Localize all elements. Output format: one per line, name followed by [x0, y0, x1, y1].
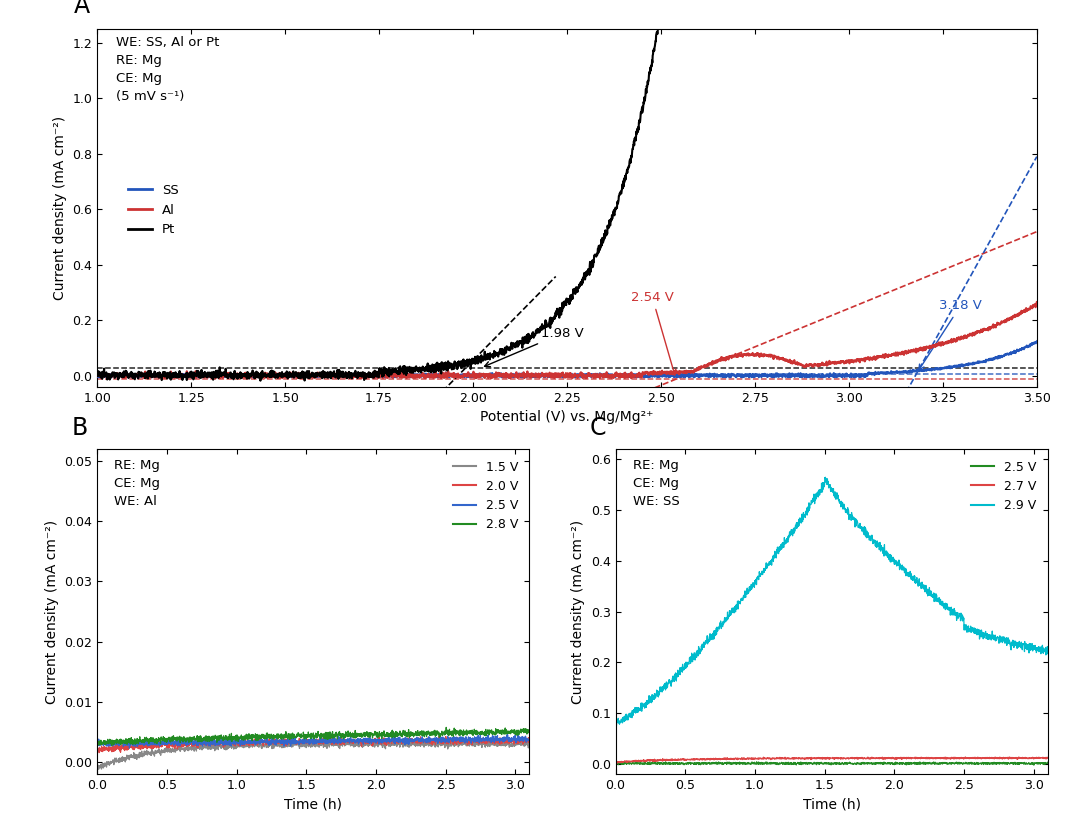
X-axis label: Potential (V) vs. Mg/Mg²⁺: Potential (V) vs. Mg/Mg²⁺: [481, 410, 653, 424]
Text: B: B: [71, 415, 87, 439]
Legend: 2.5 V, 2.7 V, 2.9 V: 2.5 V, 2.7 V, 2.9 V: [967, 456, 1041, 517]
Text: RE: Mg
CE: Mg
WE: Al: RE: Mg CE: Mg WE: Al: [114, 459, 161, 508]
Text: C: C: [590, 415, 606, 439]
X-axis label: Time (h): Time (h): [802, 797, 861, 811]
Legend: 1.5 V, 2.0 V, 2.5 V, 2.8 V: 1.5 V, 2.0 V, 2.5 V, 2.8 V: [448, 456, 523, 537]
Y-axis label: Current density (mA cm⁻²): Current density (mA cm⁻²): [571, 519, 585, 704]
X-axis label: Time (h): Time (h): [284, 797, 342, 811]
Text: 1.98 V: 1.98 V: [485, 327, 583, 367]
Text: 3.18 V: 3.18 V: [919, 300, 982, 370]
Text: 2.54 V: 2.54 V: [631, 291, 676, 375]
Legend: SS, Al, Pt: SS, Al, Pt: [123, 179, 185, 241]
Text: A: A: [73, 0, 90, 18]
Y-axis label: Current density (mA cm⁻²): Current density (mA cm⁻²): [53, 116, 67, 300]
Text: RE: Mg
CE: Mg
WE: SS: RE: Mg CE: Mg WE: SS: [633, 459, 679, 508]
Text: WE: SS, Al or Pt
RE: Mg
CE: Mg
(5 mV s⁻¹): WE: SS, Al or Pt RE: Mg CE: Mg (5 mV s⁻¹…: [116, 37, 219, 103]
Y-axis label: Current density (mA cm⁻²): Current density (mA cm⁻²): [44, 519, 58, 704]
